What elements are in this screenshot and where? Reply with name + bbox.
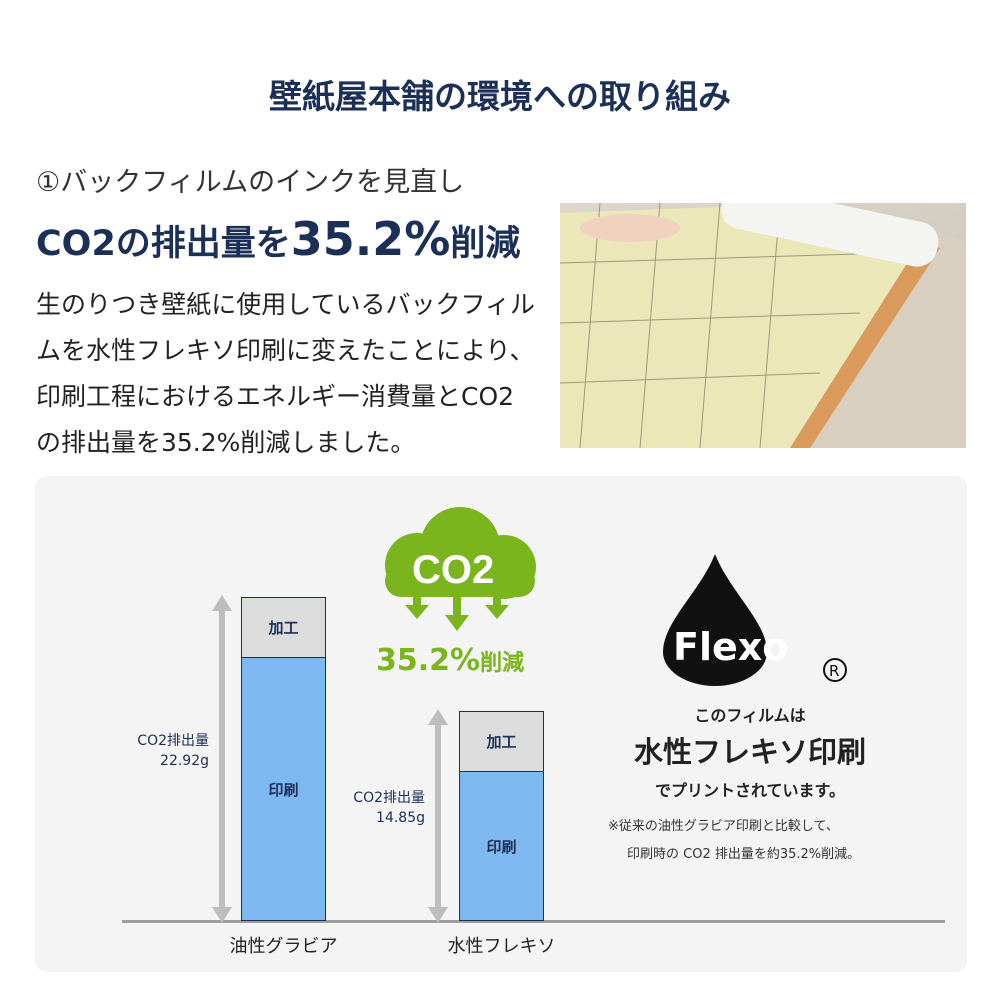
flexo-text-2: 水性フレキソ印刷 — [633, 735, 866, 769]
total-arrow — [212, 595, 232, 923]
flexo-text-3: でプリントされています。 — [655, 781, 845, 800]
headline-value: 35.2% — [290, 212, 451, 266]
total-label-title: CO2排出量 — [353, 790, 425, 807]
arrow-up-icon — [428, 709, 448, 726]
stacked-bar: 加工 印刷 — [459, 711, 544, 921]
total-label: CO2排出量 14.85g — [325, 788, 425, 828]
product-photo — [560, 203, 966, 448]
reduction-value: 35.2% — [376, 643, 481, 678]
wallpaper-roll-illustration — [560, 203, 966, 448]
headline: CO2の排出量を35.2%削減 — [36, 212, 520, 266]
arrow-up-icon — [212, 595, 232, 611]
flexo-text-1: このフィルムは — [694, 706, 806, 725]
co2-cloud-icon: CO2 — [385, 507, 536, 631]
arrow-down-icon — [428, 906, 448, 923]
total-label-value: 22.92g — [160, 753, 209, 769]
total-label-value: 14.85g — [376, 810, 425, 827]
total-arrow — [428, 709, 448, 923]
category-label: 油性グラビア — [229, 936, 338, 957]
bar-segment-printing: 印刷 — [242, 658, 325, 920]
total-label: CO2排出量 22.92g — [109, 731, 209, 771]
co2-label: CO2 — [412, 548, 494, 592]
reduction-text: 35.2%削減 — [376, 643, 524, 678]
page-title: 壁紙屋本舗の環境への取り組み — [269, 77, 731, 116]
total-label-title: CO2排出量 — [137, 733, 209, 749]
stacked-bar: 加工 印刷 — [241, 597, 326, 921]
flexo-logo-text: Flexo — [673, 625, 788, 669]
body-text: 生のりつき壁紙に使用しているバックフィルムを水性フレキソ印刷に変えたことにより、… — [36, 290, 536, 457]
registered-mark-icon: R — [829, 662, 839, 680]
note-line-2: 印刷時の CO2 排出量を約35.2%削減。 — [627, 847, 861, 862]
headline-pre: CO2の排出量を — [36, 224, 291, 264]
reduction-suffix: 削減 — [480, 651, 525, 676]
headline-post: 削減 — [450, 224, 521, 264]
section-subtitle: ①バックフィルムのインクを見直し — [36, 167, 465, 198]
bar-segment-printing: 印刷 — [460, 772, 543, 920]
bar-segment-processing: 加工 — [460, 712, 543, 773]
arrow-down-icon — [212, 907, 232, 923]
category-label: 水性フレキソ — [447, 936, 556, 957]
flexo-drop-logo: Flexo R — [663, 554, 847, 686]
bar-segment-processing: 加工 — [242, 598, 325, 658]
chart-baseline — [122, 920, 945, 923]
note-line-1: ※従来の油性グラビア印刷と比較して、 — [608, 819, 839, 834]
